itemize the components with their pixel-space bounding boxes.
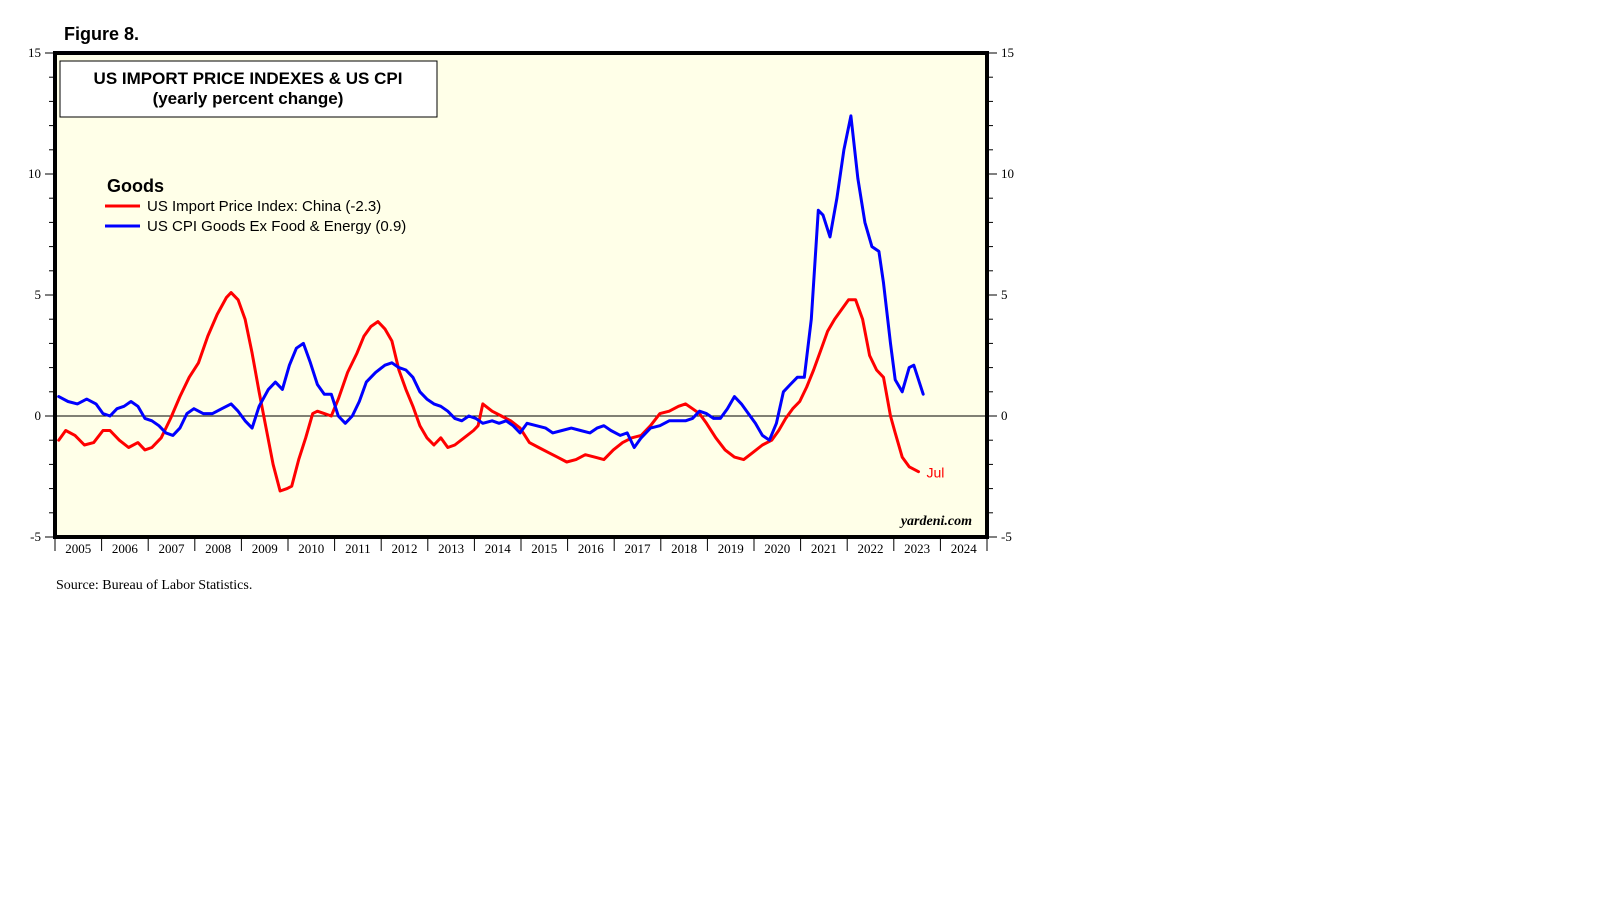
y-tick-label-right: 5: [1001, 287, 1008, 302]
x-tick-label: 2018: [671, 541, 697, 556]
title-box: US IMPORT PRICE INDEXES & US CPI (yearly…: [59, 60, 438, 118]
x-tick-label: 2013: [438, 541, 464, 556]
x-tick-label: 2010: [298, 541, 324, 556]
figure-label: Figure 8.: [64, 24, 140, 44]
title-box-frame: [59, 60, 438, 118]
x-tick-label: 2022: [858, 541, 884, 556]
y-tick-label-right: 10: [1001, 166, 1014, 181]
watermark: yardeni.com: [899, 514, 972, 529]
y-tick-label-left: 5: [35, 287, 42, 302]
x-tick-label: 2023: [904, 541, 930, 556]
x-tick-label: 2005: [65, 541, 91, 556]
x-tick-label: 2021: [811, 541, 837, 556]
x-tick-label: 2019: [718, 541, 744, 556]
legend-heading: Goods: [107, 176, 164, 196]
plot-background: [55, 53, 987, 537]
x-tick-label: 2007: [159, 541, 186, 556]
source-note: Source: Bureau of Labor Statistics.: [56, 578, 253, 593]
x-tick-label: 2006: [112, 541, 139, 556]
end-label: Jul: [926, 465, 944, 481]
series-line-import-price-china: [57, 291, 920, 493]
y-tick-label-right: 0: [1001, 408, 1008, 423]
series-line-cpi-goods: [57, 114, 925, 449]
series-layer: [57, 114, 925, 493]
y-tick-label-left: 15: [28, 45, 41, 60]
x-tick-label: 2014: [485, 541, 512, 556]
x-tick-label: 2017: [625, 541, 652, 556]
y-tick-label-left: -5: [30, 529, 41, 544]
x-tick-label: 2015: [531, 541, 557, 556]
legend-item-import-price: US Import Price Index: China (-2.3): [147, 198, 381, 215]
y-tick-label-left: 0: [35, 408, 42, 423]
x-tick-label: 2011: [345, 541, 371, 556]
x-tick-label: 2024: [951, 541, 978, 556]
y-tick-label-right: 15: [1001, 45, 1014, 60]
x-tick-label: 2012: [392, 541, 418, 556]
x-tick-label: 2016: [578, 541, 605, 556]
chart-title: US IMPORT PRICE INDEXES & US CPI: [94, 69, 403, 88]
legend-item-cpi-goods: US CPI Goods Ex Food & Energy (0.9): [147, 218, 406, 235]
chart-subtitle: (yearly percent change): [153, 89, 344, 108]
axes-layer: -5 -5 0 0 5 5 10 10 15 15 2005 2006 2007 2008 2009 2010…: [28, 45, 1014, 556]
x-tick-label: 2020: [764, 541, 790, 556]
y-tick-label-left: 10: [28, 166, 41, 181]
x-tick-label: 2009: [252, 541, 278, 556]
legend: Goods US Import Price Index: China (-2.3…: [105, 176, 406, 235]
y-tick-label-right: -5: [1001, 529, 1012, 544]
x-tick-label: 2008: [205, 541, 231, 556]
